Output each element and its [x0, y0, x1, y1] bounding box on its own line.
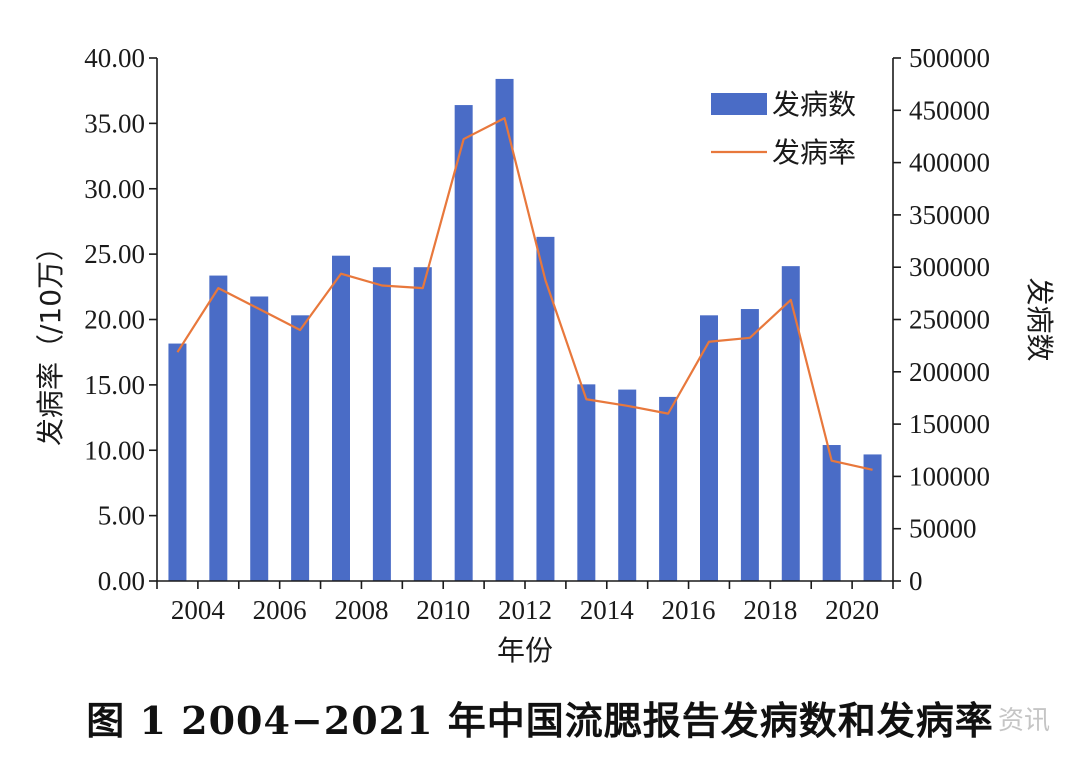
x-tick-label: 2006	[253, 595, 307, 625]
left-tick-label: 35.00	[84, 108, 145, 138]
bar-2009	[372, 267, 391, 581]
bar-2012	[495, 78, 514, 582]
right-tick-label: 400000	[909, 148, 990, 178]
bar-2011	[454, 105, 473, 581]
x-tick-label: 2020	[825, 595, 879, 625]
bar-2013	[536, 236, 555, 581]
right-tick-label: 250000	[909, 305, 990, 335]
x-tick-label: 2010	[416, 595, 470, 625]
bar-2016	[659, 396, 678, 581]
bar-2019	[781, 266, 800, 581]
right-tick-label: 100000	[909, 461, 990, 491]
x-tick-label: 2008	[334, 595, 388, 625]
right-tick-label: 50000	[909, 514, 977, 544]
left-tick-label: 15.00	[84, 370, 145, 400]
right-tick-label: 500000	[909, 43, 990, 73]
bar-2007	[291, 315, 310, 581]
rate-line	[176, 117, 873, 471]
legend-label-line: 发病率	[772, 136, 856, 169]
left-tick-label: 20.00	[84, 305, 145, 335]
bar-2018	[740, 309, 759, 581]
bar-2006	[250, 296, 269, 581]
bar-2005	[209, 275, 228, 581]
chart: 0.00 5.00 10.00 15.00 20.00 25.00 30.00 35.00 40…	[34, 43, 1056, 667]
x-tick-label: 2014	[580, 595, 635, 625]
right-tick-label: 350000	[909, 200, 990, 230]
left-tick-label: 0.00	[98, 566, 145, 596]
left-tick-label: 25.00	[84, 239, 145, 269]
right-tick-label: 450000	[909, 95, 990, 125]
x-tick-label: 2016	[662, 595, 716, 625]
bar-2008	[332, 255, 350, 581]
left-tick-label: 10.00	[84, 435, 145, 465]
left-tick-label: 40.00	[84, 43, 145, 73]
watermark: 资讯	[997, 706, 1050, 736]
bar-2004	[168, 343, 187, 581]
right-tick-label: 200000	[909, 357, 990, 387]
x-tick-label: 2012	[498, 595, 552, 625]
legend-swatch-bars	[711, 93, 767, 115]
right-tick-label: 300000	[909, 252, 990, 282]
figure-caption: 图 1 2004−2021 年中国流腮报告发病数和发病率	[86, 698, 994, 743]
x-tick-label: 2004	[171, 595, 226, 625]
bar-2017	[700, 315, 718, 581]
bar-2010	[413, 267, 432, 581]
left-tick-label: 5.00	[98, 501, 145, 531]
right-tick-label: 0	[909, 566, 923, 596]
left-axis-title: 发病率（/10万）	[34, 233, 67, 446]
left-tick-label: 30.00	[84, 174, 145, 204]
right-axis-title: 发病数	[1023, 277, 1056, 361]
legend-label-bars: 发病数	[772, 88, 856, 121]
bar-2020	[822, 445, 841, 581]
bar-2015	[618, 389, 637, 581]
right-tick-label: 150000	[909, 409, 990, 439]
x-axis-title: 年份	[497, 634, 553, 667]
bar-2021	[863, 454, 882, 581]
bar-2014	[577, 384, 596, 581]
x-tick-label: 2018	[743, 595, 797, 625]
